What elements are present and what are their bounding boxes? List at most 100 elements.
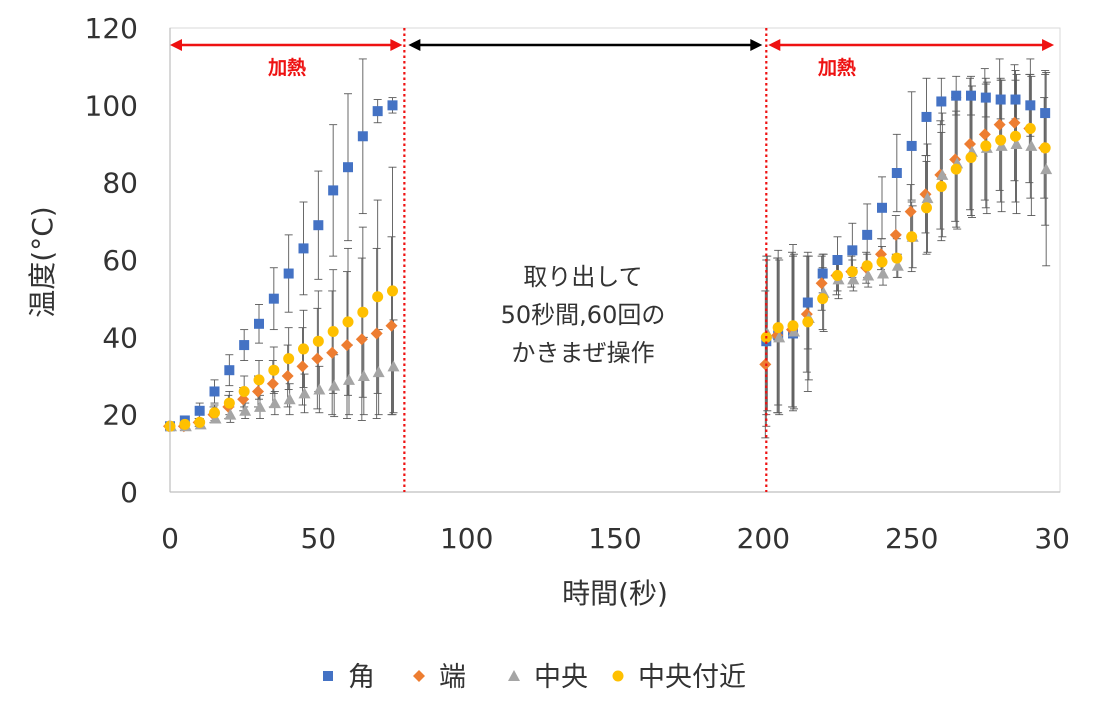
- data-point-circle: [817, 293, 829, 305]
- data-point-triangle: [298, 387, 311, 399]
- data-point-square: [1040, 108, 1051, 119]
- data-point-diamond: [311, 352, 324, 365]
- data-point-diamond: [266, 377, 279, 390]
- heating-label-1: 加熱: [267, 56, 306, 79]
- legend-marker-triangle: [508, 670, 520, 681]
- data-point-circle: [253, 374, 265, 386]
- data-point-triangle: [1010, 138, 1023, 149]
- x-tick-label: 50: [301, 522, 337, 555]
- data-point-square: [194, 405, 205, 416]
- data-point-square: [951, 90, 962, 101]
- data-point-circle: [980, 140, 992, 152]
- data-point-square: [357, 131, 368, 142]
- data-point-diamond: [904, 205, 917, 218]
- data-point-triangle: [313, 383, 326, 395]
- data-point-square: [298, 243, 309, 254]
- data-point-circle: [965, 152, 977, 164]
- data-point-circle: [802, 316, 814, 328]
- data-point-triangle: [254, 400, 266, 412]
- data-point-circle: [372, 291, 384, 303]
- data-point-diamond: [815, 277, 828, 290]
- y-tick-label: 0: [120, 476, 138, 509]
- stirring-annotation-line: 50秒間,60回の: [501, 301, 666, 329]
- data-point-triangle: [387, 360, 400, 372]
- data-point-circle: [787, 320, 799, 332]
- data-point-square: [817, 268, 828, 279]
- data-point-circle: [342, 316, 354, 328]
- data-point-diamond: [993, 118, 1006, 131]
- data-point-circle: [861, 260, 873, 272]
- y-tick-label: 80: [102, 167, 138, 200]
- data-point-circle: [935, 181, 947, 193]
- data-point-diamond: [875, 248, 887, 261]
- data-point-triangle: [372, 366, 385, 378]
- data-point-square: [862, 229, 873, 240]
- data-point-square: [1025, 100, 1036, 111]
- data-point-diamond: [964, 138, 976, 150]
- data-point-diamond: [370, 327, 383, 340]
- data-point-square: [254, 318, 264, 329]
- data-point-square: [283, 268, 294, 279]
- data-point-circle: [1024, 123, 1036, 135]
- data-point-diamond: [978, 128, 991, 141]
- y-tick-label: 100: [85, 89, 138, 122]
- heating-label-2: 加熱: [817, 56, 856, 79]
- data-point-circle: [327, 326, 339, 338]
- data-point-diamond: [355, 333, 368, 346]
- data-point-triangle: [936, 168, 949, 180]
- x-tick-label: 250: [885, 522, 938, 555]
- data-point-triangle: [328, 379, 341, 391]
- stirring-arrow: [408, 39, 763, 51]
- data-point-triangle: [239, 404, 252, 416]
- stirring-annotation-line: かきまぜ操作: [511, 339, 654, 367]
- data-point-triangle: [921, 192, 934, 204]
- data-point-diamond: [296, 360, 309, 373]
- data-point-circle: [209, 407, 220, 419]
- heating-arrow-2: [768, 39, 1055, 51]
- x-tick-label: 200: [737, 522, 790, 555]
- data-point-circle: [832, 269, 843, 281]
- data-point-square: [921, 111, 932, 122]
- data-point-circle: [846, 266, 858, 278]
- data-point-square: [387, 100, 398, 111]
- data-point-circle: [298, 343, 309, 355]
- x-tick-label: 0: [161, 522, 179, 555]
- y-tick-label: 60: [102, 244, 138, 277]
- legend-label: 中央付近: [638, 662, 746, 693]
- data-point-circle: [891, 252, 903, 264]
- data-point-square: [268, 293, 279, 304]
- x-tick-label: 150: [588, 522, 641, 555]
- data-point-square: [372, 106, 383, 117]
- data-point-circle: [283, 353, 295, 365]
- legend-label: 中央: [534, 662, 588, 693]
- data-point-square: [995, 94, 1006, 105]
- data-point-square: [1010, 94, 1021, 105]
- data-point-square: [936, 96, 947, 107]
- data-point-triangle: [877, 267, 889, 279]
- data-point-circle: [1039, 142, 1051, 154]
- data-markers: [163, 90, 1053, 433]
- data-point-square: [313, 220, 324, 231]
- data-point-triangle: [283, 393, 296, 405]
- data-point-square: [832, 255, 843, 265]
- legend: 角 端 中央 中央付近: [323, 662, 746, 693]
- data-point-square: [343, 162, 353, 173]
- data-point-diamond: [1008, 116, 1021, 129]
- data-point-triangle: [1025, 139, 1038, 151]
- data-point-diamond: [341, 339, 353, 352]
- data-point-square: [877, 202, 887, 213]
- data-point-square: [891, 168, 902, 178]
- heating-arrow-1: [170, 39, 403, 51]
- data-point-square: [224, 365, 235, 376]
- data-point-circle: [357, 306, 369, 318]
- data-point-circle: [223, 397, 235, 409]
- data-point-triangle: [847, 273, 860, 285]
- data-point-circle: [906, 231, 918, 243]
- data-point-circle: [312, 335, 324, 347]
- data-point-circle: [921, 202, 932, 214]
- stirring-annotation-line: 取り出して: [523, 263, 642, 291]
- data-point-square: [209, 386, 220, 397]
- x-tick-label: 100: [440, 522, 493, 555]
